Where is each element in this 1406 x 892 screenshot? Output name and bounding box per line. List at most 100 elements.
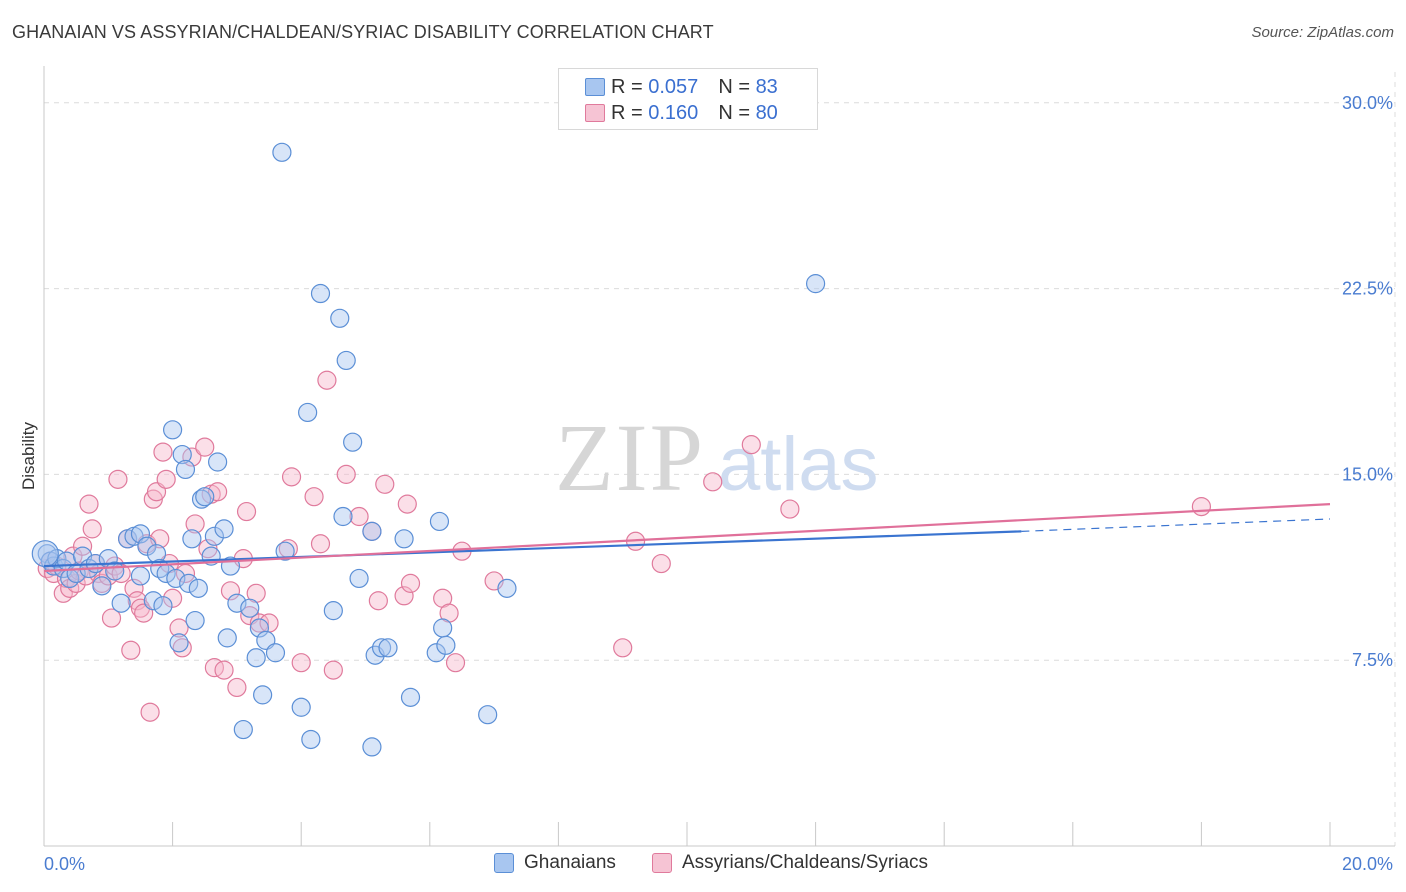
legend-swatch-blue [585,78,605,96]
tick-labels: 7.5% 15.0% 22.5% 30.0% 0.0% 20.0% [44,93,1393,874]
point-assyrians [153,442,173,462]
watermark: ZIP atlas [555,404,879,511]
legend-label-assyrians: Assyrians/Chaldeans/Syriacs [682,852,929,873]
point-ghanaians [92,576,112,596]
point-ghanaians [275,541,295,561]
grid-layer [44,72,1396,846]
point-ghanaians [166,568,186,589]
point-assyrians [651,553,671,574]
point-ghanaians [111,593,131,613]
point-assyrians [317,370,337,390]
point-ghanaians [227,593,247,613]
point-assyrians [185,514,205,534]
legend-n-value: 80 [755,101,778,124]
point-assyrians [195,437,215,457]
legend-r-label: R = [611,75,643,98]
point-assyrians [397,494,417,514]
series-ghanaians-points [31,142,826,757]
point-ghanaians [478,705,498,725]
trend-line-assyrians [43,503,1331,573]
watermark-atlas: atlas [718,422,879,507]
point-ghanaians [195,487,215,507]
point-ghanaians [433,618,453,638]
point-assyrians [780,499,800,519]
point-assyrians [375,474,395,494]
y-tick-label: 30.0% [1342,93,1393,113]
legend-swatch-ghanaians [494,853,514,873]
legend-stats: R = 0.057 N = 83 R = 0.160 N = 80 [558,68,818,130]
point-ghanaians [265,643,286,663]
y-axis-label: Disability [19,421,38,490]
point-ghanaians [497,578,517,598]
point-assyrians [82,519,102,539]
point-ghanaians [143,591,163,611]
point-assyrians [304,487,324,507]
point-assyrians [1191,496,1212,517]
point-ghanaians [214,519,234,539]
chart-source: Source: ZipAtlas.com [1251,24,1394,41]
legend-n-label: N = [718,101,750,124]
point-assyrians [323,660,343,680]
trend-line-ghanaians [43,530,1022,568]
point-assyrians [394,586,414,606]
point-ghanaians [336,350,356,371]
legend-r-label: R = [611,101,643,124]
y-tick-label: 7.5% [1352,650,1393,670]
point-assyrians [124,578,144,598]
point-ghanaians [179,573,199,593]
point-ghanaians [272,142,292,162]
point-ghanaians [301,729,321,750]
point-assyrians [121,640,141,660]
point-ghanaians [137,536,157,556]
point-ghanaians [188,578,208,598]
legend-r-value: 0.057 [648,75,699,98]
point-ghanaians [175,459,196,480]
legend-item-ghanaians[interactable]: Ghanaians [494,852,616,874]
point-assyrians [169,618,189,638]
point-ghanaians [436,635,456,655]
point-ghanaians [169,633,189,653]
point-assyrians [281,467,302,487]
point-assyrians [72,536,93,556]
point-assyrians [108,469,128,489]
point-ghanaians [246,648,266,668]
point-assyrians [249,613,270,633]
point-ghanaians [323,601,343,621]
point-assyrians [613,638,633,658]
x-tick-label: 20.0% [1342,854,1393,874]
legend-r-value: 0.160 [648,101,699,124]
point-ghanaians [130,524,151,544]
point-assyrians [156,469,176,489]
legend-n-label: N = [718,75,750,98]
legend-item-assyrians[interactable]: Assyrians/Chaldeans/Syriacs [652,852,928,874]
watermark-zip: ZIP [555,404,705,511]
point-ghanaians [362,521,382,541]
point-assyrians [79,494,99,514]
point-assyrians [163,588,183,608]
y-tick-label: 22.5% [1342,279,1393,299]
point-assyrians [703,472,723,492]
point-assyrians [291,653,311,673]
point-ghanaians [378,638,398,658]
point-ghanaians [362,737,382,757]
point-assyrians [66,573,86,593]
legend-swatch-pink [585,104,605,122]
point-ghanaians [182,529,202,549]
point-ghanaians [240,598,260,618]
point-assyrians [445,653,466,673]
point-ghanaians [31,540,59,568]
point-ghanaians [217,628,237,648]
point-ghanaians [371,638,392,658]
axis-layer [43,66,1395,847]
point-ghanaians [805,274,826,294]
point-ghanaians [163,420,183,440]
point-ghanaians [249,618,270,638]
chart-title: GHANAIAN VS ASSYRIAN/CHALDEAN/SYRIAC DIS… [12,22,714,42]
point-ghanaians [204,526,224,546]
point-ghanaians [310,283,331,304]
legend-stats-row-pink: R = 0.160 N = 80 [585,101,778,125]
point-assyrians [140,702,160,722]
point-ghanaians [253,685,273,705]
point-ghanaians [298,402,318,423]
